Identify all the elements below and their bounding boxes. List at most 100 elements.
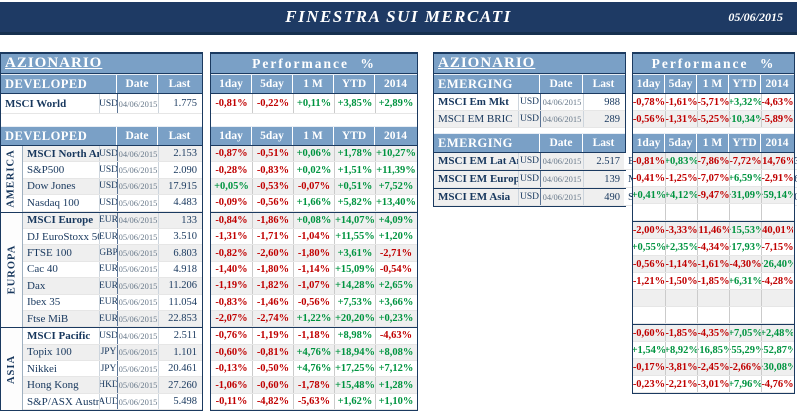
perf-value: +15,09% <box>334 261 375 278</box>
region-section: AMERICA MSCI North Am USD 04/06/2015 2.153 S&… <box>1 146 202 212</box>
column-header-1m: 1 M <box>697 134 729 152</box>
empty-row <box>633 307 794 324</box>
perf-value: -1,40% <box>215 263 248 275</box>
last-value: 1.101 <box>158 344 201 361</box>
perf-value: +6,31% <box>729 273 761 289</box>
index-row: MSCI Em Mkt USD 04/06/2015 988 <box>434 94 625 111</box>
index-name: Dax <box>27 279 46 292</box>
perf-value: +0,83% <box>665 153 697 169</box>
perf-row: -1,31% -1,71% -1,04% +11,55% +1,20% <box>211 228 417 246</box>
index-name: MSCI North Am <box>27 147 99 160</box>
perf-value: +59,14% <box>761 187 793 203</box>
perf-value: -1,19% <box>252 328 293 344</box>
perf-value: -4,35% <box>697 325 729 341</box>
perf-value: -1,78% <box>293 377 334 393</box>
perf-value: +2,35% <box>665 239 697 255</box>
perf-value: +31,09% <box>729 187 761 203</box>
index-row: FTSE 100 GBP 05/06/2015 6.803 <box>23 245 202 262</box>
perf-value: +7,96% <box>729 376 761 392</box>
perf-value: -1,50% <box>665 273 697 289</box>
perf-value: -0,60% <box>215 346 248 358</box>
perf-value: +0,02% <box>293 162 334 178</box>
perf-value: -1,61% <box>697 256 729 272</box>
perf-value: +0,23% <box>375 310 416 327</box>
perf-value: -0,53% <box>252 178 293 195</box>
last-value: 490 <box>583 189 624 205</box>
main-columns-block: AZIONARIO EMERGING Date Last MSCI Em Mkt USD 0… <box>433 52 797 207</box>
region-perf-section: -0,81%+0,83%-7,86%-7,72%-14,76%-0,41%-1,… <box>633 153 794 221</box>
perf-value: -3,33% <box>665 222 697 238</box>
perf-value: +0,08% <box>293 212 334 228</box>
column-header-2014: 2014 <box>384 130 407 142</box>
region-section: EUROPA MSCI Europe EUR 04/06/2015 133 DJ Euro… <box>1 211 202 328</box>
perf-value: +2,65% <box>375 278 416 294</box>
perf-value: -1,61% <box>665 94 697 110</box>
date-value: 05/06/2015 <box>117 245 158 261</box>
perf-header-row: 1day 5day 1 M YTD 2014 <box>211 126 417 146</box>
column-header-ytd: YTD <box>729 134 761 152</box>
perf-value: -7,07% <box>697 170 729 186</box>
empty-cell <box>761 204 793 220</box>
perf-value: +15,53% <box>729 222 761 238</box>
date-value: 04/06/2015 <box>540 111 583 127</box>
perf-value: -0,76% <box>215 330 248 342</box>
perf-value: -3,01% <box>697 376 729 392</box>
index-row: MSCI EM BRIC USD 04/06/2015 289 <box>434 111 625 128</box>
index-row: Dow Jones USD 05/06/2015 17.915 <box>23 178 202 196</box>
empty-cell <box>665 307 697 323</box>
last-value: 11.206 <box>158 278 201 294</box>
date-value: 05/06/2015 <box>117 294 158 310</box>
perf-value: +17,93% <box>729 239 761 255</box>
perf-row: -0,81% -0,22% +0,11% +3,85% +2,89% <box>211 94 417 114</box>
index-row: Cac 40 EUR 05/06/2015 4.918 <box>23 261 202 279</box>
index-row: DJ EuroStoxx 50 EUR 05/06/2015 3.510 <box>23 228 202 246</box>
perf-value: +10,27% <box>375 146 416 162</box>
region-label-europa: EUROPA <box>6 245 17 295</box>
table-title-band: AZIONARIO <box>434 54 625 74</box>
empty-cell <box>697 290 729 306</box>
perf-value: -2,71% <box>375 245 416 261</box>
date-value: 05/06/2015 <box>117 195 158 211</box>
date-value: 04/06/2015 <box>117 212 158 228</box>
perf-value: +20,20% <box>334 310 375 327</box>
perf-row: -0,82% -2,60% -1,80% +3,61% -2,71% <box>211 245 417 262</box>
perf-value: -0,09% <box>215 197 248 209</box>
perf-value: -11,46% <box>697 222 729 238</box>
perf-value: +17,25% <box>334 361 375 377</box>
perf-value: +0,11% <box>293 94 334 113</box>
empty-cell <box>665 290 697 306</box>
region-perf-section: -0,84% -1,86% +0,08% +14,07% +4,09% -1,31% -1,… <box>211 211 417 328</box>
perf-value: -5,63% <box>293 393 334 410</box>
emerging-table: AZIONARIO EMERGING Date Last MSCI Em Mkt USD 0… <box>433 52 797 394</box>
date-value: 05/06/2015 <box>117 261 158 278</box>
perf-value: -0,84% <box>215 214 248 226</box>
perf-row: -0,87% -0,51% +0,06% +1,78% +10,27% <box>211 146 417 163</box>
perf-value: +0,41% <box>633 189 665 201</box>
index-name: MSCI EM Lat Am <box>438 155 518 167</box>
currency: HKD <box>99 377 117 393</box>
last-value: 4.918 <box>158 261 201 278</box>
empty-cell <box>697 307 729 323</box>
perf-value: +7,52% <box>375 178 416 195</box>
date-value: 05/06/2015 <box>117 393 158 410</box>
column-header-1day: 1day <box>211 127 252 145</box>
last-value: 133 <box>158 212 201 228</box>
perf-value: -1,14% <box>665 256 697 272</box>
perf-value: -2,07% <box>215 313 248 325</box>
perf-value: -1,85% <box>665 325 697 341</box>
column-header-5day: 5day <box>252 75 293 93</box>
index-name: DJ EuroStoxx 50 <box>27 230 99 243</box>
index-row: Nasdaq 100 USD 05/06/2015 4.483 <box>23 195 202 212</box>
currency: USD <box>99 94 117 113</box>
currency: USD <box>99 146 117 162</box>
perf-row: -2,07% -2,74% +1,22% +20,20% +0,23% <box>211 310 417 328</box>
last-value: 289 <box>583 111 624 127</box>
perf-value: -1,80% <box>252 261 293 278</box>
currency: EUR <box>99 278 117 294</box>
last-value: 20.461 <box>158 361 201 377</box>
perf-value: +6,59% <box>729 170 761 186</box>
perf-value: -1,31% <box>215 231 248 243</box>
currency: USD <box>518 153 540 169</box>
perf-value: +4,76% <box>293 361 334 377</box>
